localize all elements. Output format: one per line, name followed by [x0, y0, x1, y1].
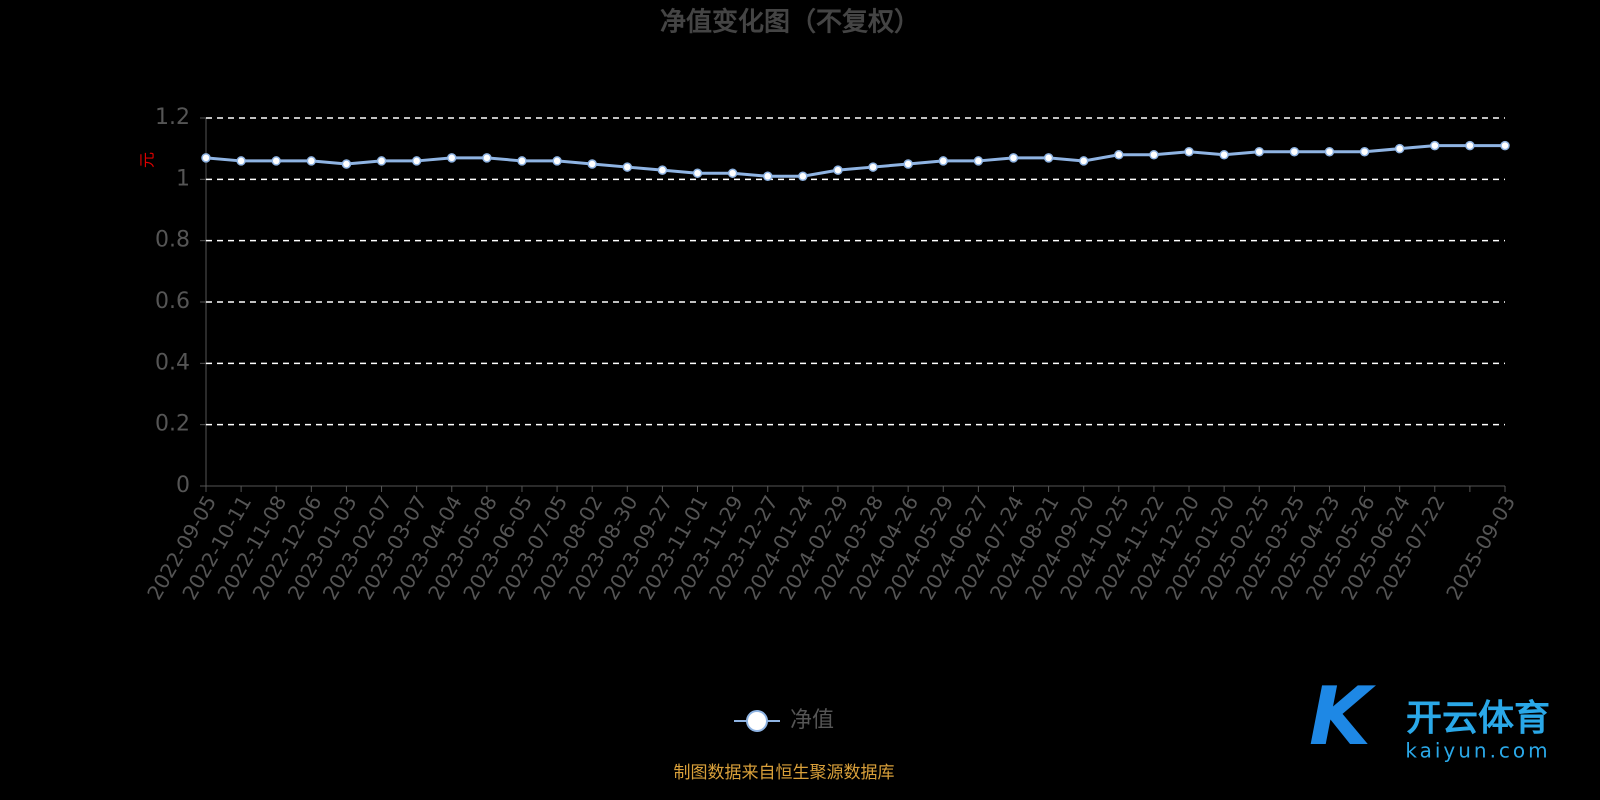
y-tick-label: 0.2	[155, 412, 190, 437]
data-point	[1219, 150, 1229, 160]
data-point	[1465, 140, 1475, 151]
data-point	[236, 156, 246, 166]
data-point	[341, 159, 352, 169]
data-point	[657, 165, 668, 175]
data-point	[376, 156, 387, 166]
watermark-logo: K	[1309, 670, 1376, 763]
data-point	[271, 156, 281, 166]
data-point	[1184, 146, 1194, 157]
data-point	[973, 156, 984, 166]
y-tick-label: 1	[176, 166, 190, 191]
data-point	[482, 153, 492, 163]
data-point	[1394, 143, 1405, 154]
data-point	[1008, 153, 1019, 163]
source-note: 制图数据来自恒生聚源数据库	[674, 763, 895, 783]
data-point	[517, 156, 527, 166]
y-tick-label: 0.6	[155, 289, 190, 314]
data-point	[833, 165, 843, 175]
data-point	[762, 171, 773, 182]
data-point	[798, 171, 808, 182]
data-point	[1324, 146, 1335, 157]
data-point	[868, 162, 878, 172]
legend-marker	[746, 710, 768, 732]
data-point	[552, 156, 562, 166]
data-point	[1149, 150, 1159, 160]
chart-title: 净值变化图（不复权）	[660, 7, 920, 38]
data-point	[587, 159, 597, 169]
watermark-name: 开云体育	[1406, 698, 1550, 739]
data-point	[622, 162, 633, 172]
data-point	[692, 168, 703, 178]
y-tick-label: 0	[176, 473, 190, 498]
series-line	[205, 144, 1505, 178]
data-point	[727, 168, 738, 178]
data-point	[1078, 156, 1089, 166]
legend-label: 净值	[790, 708, 834, 733]
y-axis-label: 元	[138, 152, 157, 168]
x-tick-label: 2025-09-03	[1441, 491, 1520, 604]
data-point	[903, 159, 913, 169]
y-tick-label: 0.8	[155, 228, 190, 253]
data-point	[1254, 146, 1264, 157]
data-point	[1043, 153, 1054, 163]
data-point	[1114, 150, 1124, 160]
y-tick-label: 1.2	[155, 105, 190, 130]
watermark-url: kaiyun.com	[1405, 739, 1550, 763]
y-tick-label: 0.4	[155, 350, 190, 375]
data-point	[1359, 146, 1370, 157]
data-point	[201, 153, 211, 163]
data-point	[306, 156, 317, 166]
data-point	[411, 156, 422, 166]
data-point	[1500, 140, 1510, 151]
data-point	[447, 153, 457, 163]
data-point	[1289, 146, 1300, 157]
data-point	[1430, 140, 1440, 151]
data-point	[938, 156, 949, 166]
